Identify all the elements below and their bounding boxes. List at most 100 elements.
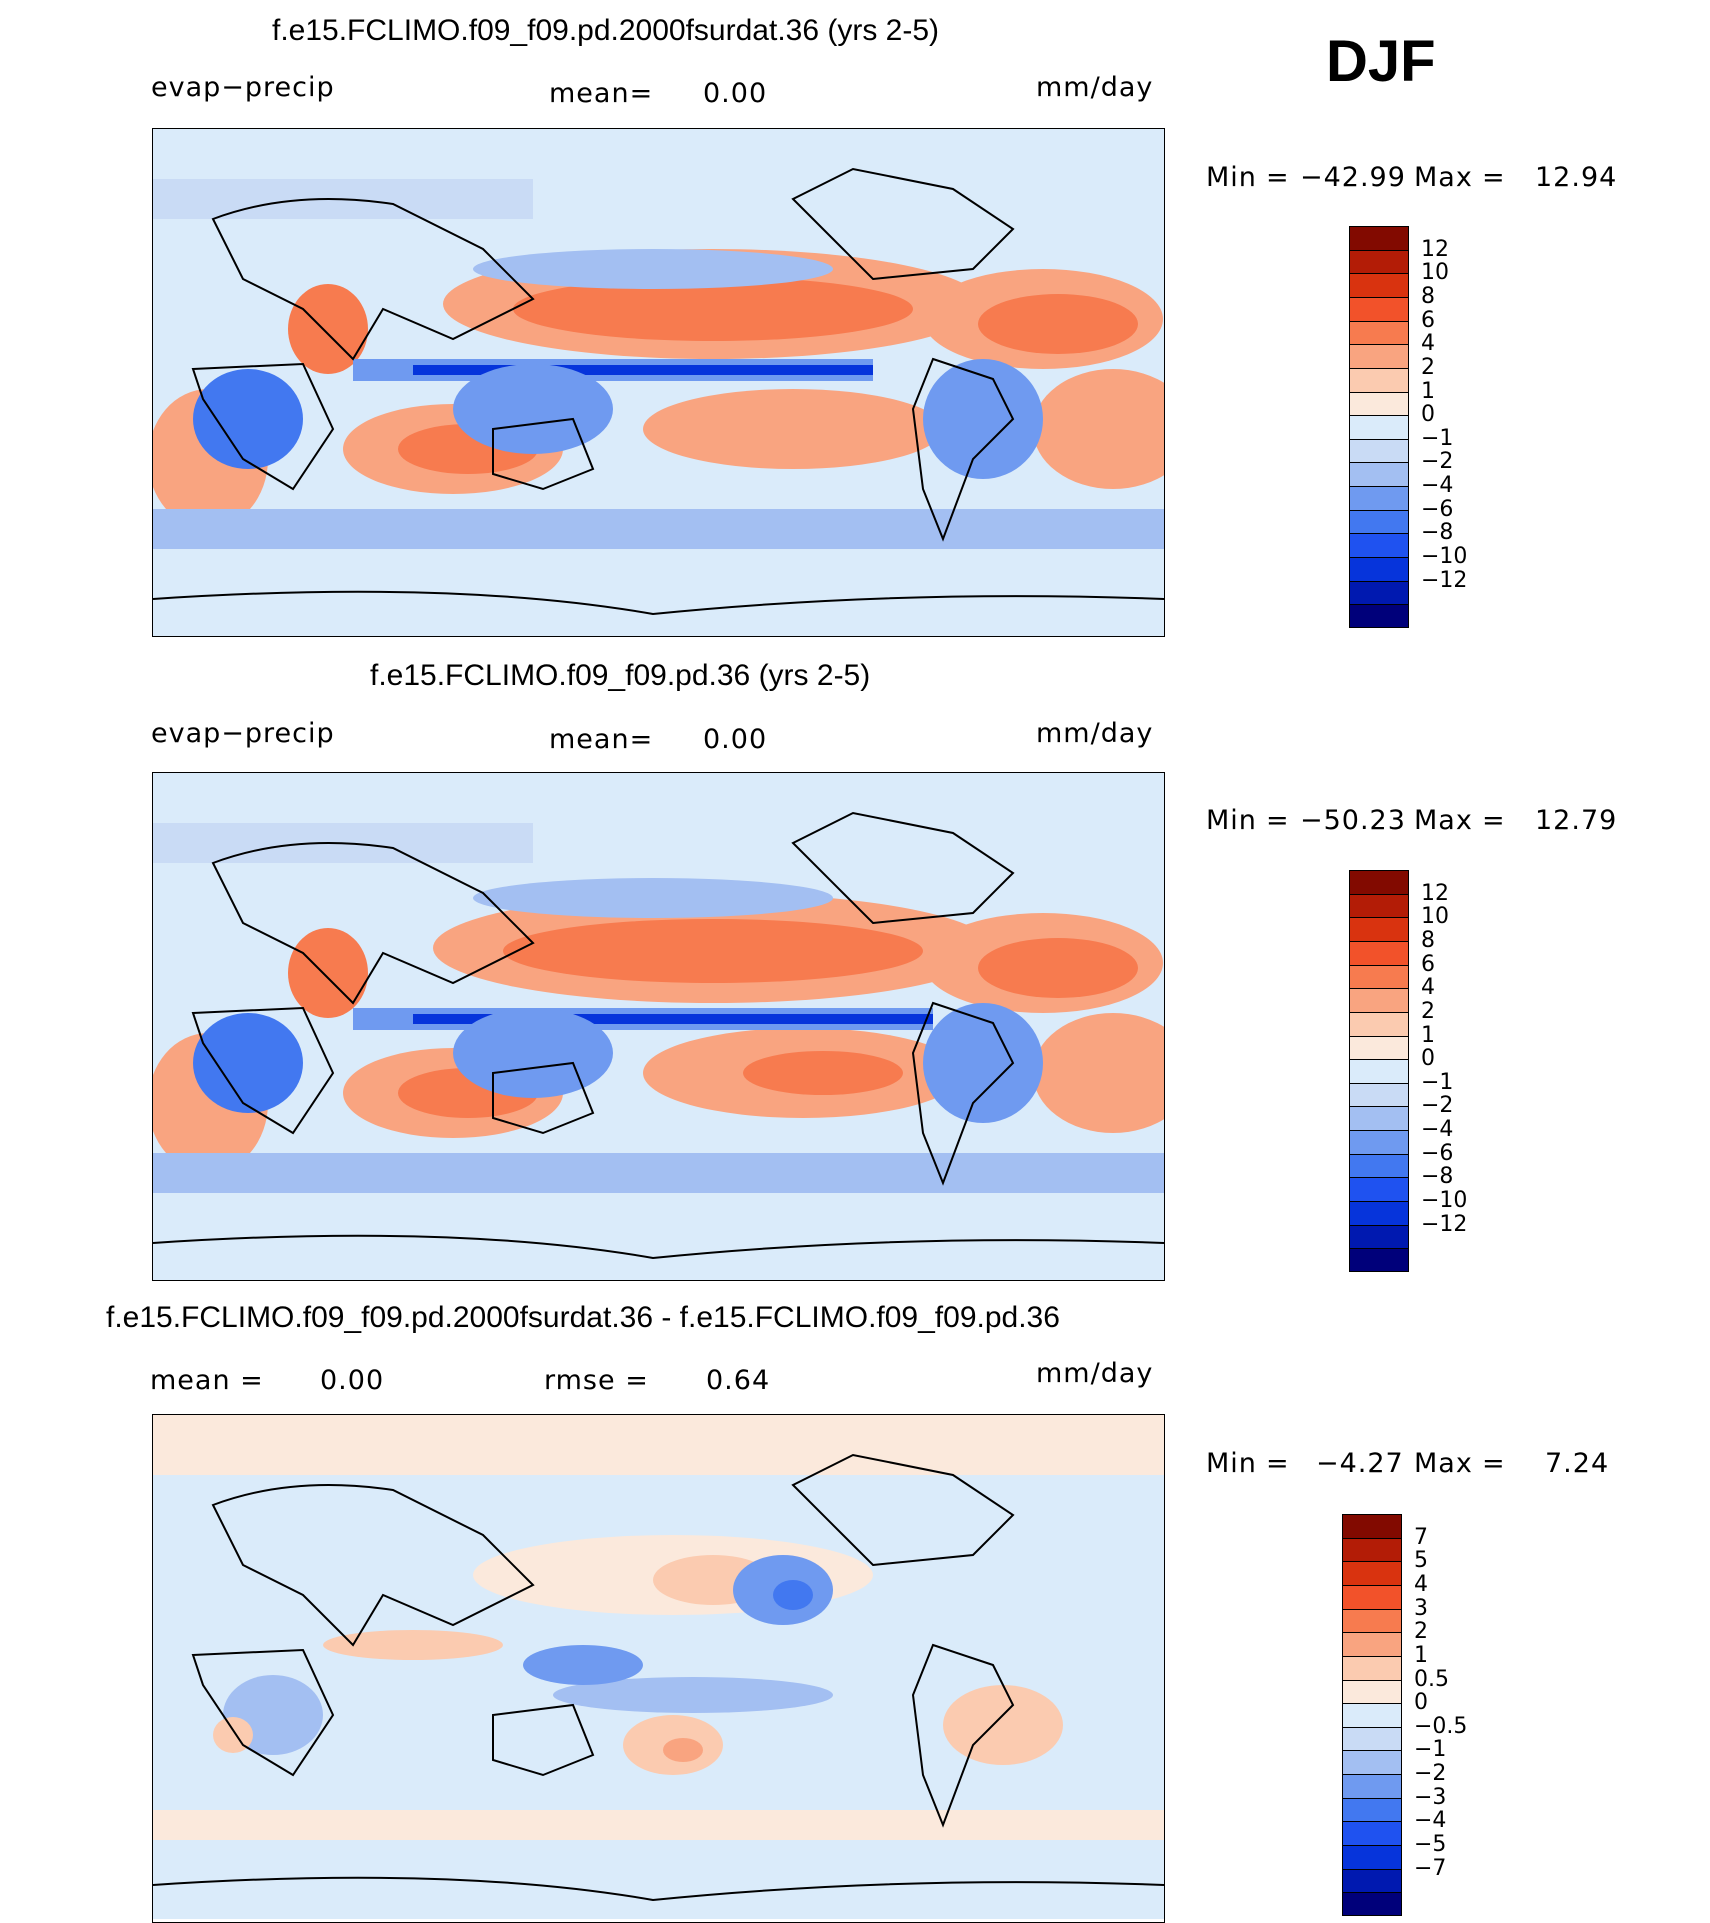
colorbar-tick-label: 0.5 bbox=[1414, 1666, 1449, 1692]
colorbar-swatch bbox=[1342, 1821, 1402, 1846]
colorbar-tick-label: 0 bbox=[1421, 402, 1435, 428]
panel-3-min-eq: = bbox=[1266, 1448, 1290, 1479]
panel-1-min-value: −42.99 bbox=[1300, 162, 1406, 193]
colorbar-tick-label: −1 bbox=[1414, 1737, 1447, 1763]
colorbar-tick-label: −7 bbox=[1414, 1855, 1447, 1881]
colorbar-tick-label: 1 bbox=[1414, 1642, 1428, 1668]
panel-2-colorbar: 12 10 8 6 4 2 1 0 −1 −2 −4 −6 −8 −10 −12 bbox=[1349, 870, 1509, 1272]
colorbar-swatch bbox=[1349, 509, 1409, 534]
colorbar-swatch bbox=[1342, 1561, 1402, 1585]
panel-2-min-eq: = bbox=[1266, 805, 1290, 836]
colorbar-swatch bbox=[1349, 367, 1409, 392]
panel-3-max-value: 7.24 bbox=[1545, 1448, 1610, 1479]
panel-2-variable: evap−precip bbox=[151, 718, 335, 749]
colorbar-swatch bbox=[1342, 1892, 1402, 1916]
panel-1-max-value: 12.94 bbox=[1535, 162, 1618, 193]
colorbar-tick-label: 8 bbox=[1421, 927, 1435, 953]
panel-3-min-value: −4.27 bbox=[1316, 1448, 1404, 1479]
colorbar-tick-label: −4 bbox=[1421, 473, 1454, 499]
panel-1-units: mm/day bbox=[1036, 72, 1154, 103]
panel-2-mean-value: 0.00 bbox=[703, 724, 768, 755]
panel-2-mean-label: mean= bbox=[549, 724, 654, 755]
colorbar-tick-label: −0.5 bbox=[1414, 1713, 1468, 1739]
panel-1-mean-value: 0.00 bbox=[703, 78, 768, 109]
colorbar-swatch bbox=[1342, 1679, 1402, 1704]
colorbar-swatch bbox=[1349, 1177, 1409, 1202]
colorbar-swatch bbox=[1349, 557, 1409, 581]
panel-2-title: f.e15.FCLIMO.f09_f09.pd.36 (yrs 2-5) bbox=[370, 659, 871, 692]
colorbar-swatch bbox=[1349, 1011, 1409, 1036]
panel-2-map-svg bbox=[153, 773, 1164, 1280]
colorbar-swatch bbox=[1342, 1845, 1402, 1869]
panel-3-rmse-value: 0.64 bbox=[706, 1365, 771, 1396]
colorbar-tick-label: −1 bbox=[1421, 425, 1454, 451]
colorbar-tick-label: −5 bbox=[1414, 1832, 1447, 1858]
panel-2-min-value: −50.23 bbox=[1300, 805, 1406, 836]
colorbar-swatch bbox=[1349, 296, 1409, 321]
colorbar-tick-label: 10 bbox=[1421, 260, 1449, 286]
panel-1-map-svg bbox=[153, 129, 1164, 636]
colorbar-tick-label: 6 bbox=[1421, 307, 1435, 333]
colorbar-swatch bbox=[1349, 1059, 1409, 1083]
colorbar-swatch bbox=[1349, 604, 1409, 628]
panel-2-min-label: Min bbox=[1206, 805, 1257, 836]
colorbar-swatch bbox=[1349, 1106, 1409, 1131]
colorbar-swatch bbox=[1349, 273, 1409, 297]
panel-3-map-svg bbox=[153, 1415, 1164, 1919]
panel-2-max-eq: = bbox=[1482, 805, 1506, 836]
colorbar-tick-label: 4 bbox=[1414, 1571, 1428, 1597]
colorbar-swatch bbox=[1349, 462, 1409, 487]
colorbar-swatch bbox=[1349, 893, 1409, 918]
colorbar-tick-label: 1 bbox=[1421, 1022, 1435, 1048]
colorbar-swatch bbox=[1349, 964, 1409, 989]
colorbar-swatch bbox=[1349, 344, 1409, 368]
colorbar-tick-label: 5 bbox=[1414, 1548, 1428, 1574]
colorbar-tick-label: 8 bbox=[1421, 283, 1435, 309]
colorbar-tick-label: 7 bbox=[1414, 1524, 1428, 1550]
panel-3-colorbar: 7 5 4 3 2 1 0.5 0 −0.5 −1 −2 −3 −4 −5 −7 bbox=[1342, 1514, 1512, 1916]
colorbar-swatch bbox=[1349, 1082, 1409, 1107]
colorbar-swatch bbox=[1349, 533, 1409, 558]
panel-1-min-eq: = bbox=[1266, 162, 1290, 193]
colorbar-swatch bbox=[1342, 1655, 1402, 1680]
panel-1-colorbar: 12 10 8 6 4 2 1 0 −1 −2 −4 −6 −8 −10 −12 bbox=[1349, 226, 1509, 628]
colorbar-tick-label: 12 bbox=[1421, 880, 1449, 906]
colorbar-swatch bbox=[1342, 1750, 1402, 1775]
colorbar-frame bbox=[1349, 226, 1409, 628]
colorbar-swatch bbox=[1349, 415, 1409, 439]
colorbar-swatch bbox=[1342, 1774, 1402, 1798]
panel-2-units: mm/day bbox=[1036, 718, 1154, 749]
colorbar-tick-label: 6 bbox=[1421, 951, 1435, 977]
colorbar-swatch bbox=[1349, 1248, 1409, 1272]
colorbar-swatch bbox=[1349, 249, 1409, 274]
panel-1-mean-label: mean= bbox=[549, 78, 654, 109]
colorbar-swatch bbox=[1342, 1726, 1402, 1751]
colorbar-swatch bbox=[1349, 940, 1409, 965]
colorbar-tick-label: −2 bbox=[1421, 449, 1454, 475]
colorbar-tick-label: −2 bbox=[1421, 1093, 1454, 1119]
panel-2-max-value: 12.79 bbox=[1535, 805, 1618, 836]
panel-1-min-label: Min bbox=[1206, 162, 1257, 193]
colorbar-swatch bbox=[1342, 1632, 1402, 1656]
colorbar-swatch bbox=[1342, 1514, 1402, 1538]
colorbar-tick-label: −4 bbox=[1421, 1117, 1454, 1143]
colorbar-swatch bbox=[1349, 917, 1409, 941]
colorbar-tick-label: −10 bbox=[1421, 544, 1468, 570]
panel-1-title: f.e15.FCLIMO.f09_f09.pd.2000fsurdat.36 (… bbox=[272, 14, 940, 47]
colorbar-tick-label: 2 bbox=[1414, 1619, 1428, 1645]
colorbar-tick-label: −6 bbox=[1421, 1140, 1454, 1166]
colorbar-swatch bbox=[1349, 320, 1409, 345]
colorbar-tick-label: −8 bbox=[1421, 1164, 1454, 1190]
colorbar-swatch bbox=[1349, 486, 1409, 510]
colorbar-swatch bbox=[1342, 1797, 1402, 1822]
panel-1-max-eq: = bbox=[1482, 162, 1506, 193]
colorbar-tick-label: −1 bbox=[1421, 1069, 1454, 1095]
colorbar-tick-label: 4 bbox=[1421, 331, 1435, 357]
colorbar-swatch bbox=[1342, 1868, 1402, 1893]
colorbar-swatch bbox=[1349, 1224, 1409, 1249]
panel-2-max-label: Max bbox=[1414, 805, 1473, 836]
panel-1-max-label: Max bbox=[1414, 162, 1473, 193]
panel-1-map bbox=[152, 128, 1165, 637]
colorbar-swatch bbox=[1349, 391, 1409, 416]
colorbar-tick-label: −12 bbox=[1421, 1211, 1468, 1237]
